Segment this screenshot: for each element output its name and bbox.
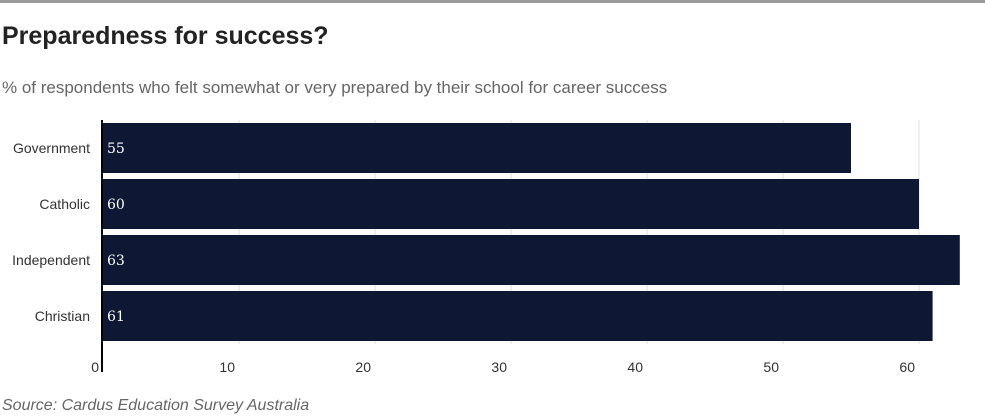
bar-christian [103,291,933,341]
category-label: Government [13,140,90,156]
x-tick-label: 60 [899,359,915,375]
bar-government [103,123,851,173]
x-tick-label: 0 [91,359,99,375]
top-rule [0,0,985,3]
x-tick-label: 50 [763,359,779,375]
category-label: Independent [12,252,90,268]
bar-value-label: 63 [107,253,125,269]
chart-subtitle: % of respondents who felt somewhat or ve… [2,78,668,97]
x-tick-label: 10 [219,359,235,375]
bar-value-label: 60 [107,197,125,213]
category-label: Catholic [39,196,90,212]
category-labels: Government Catholic Independent Christian [12,140,90,324]
bar-independent [103,235,960,285]
x-axis-ticks: 0 10 20 30 40 50 60 [91,359,915,375]
x-tick-label: 30 [491,359,507,375]
bar-catholic [103,179,919,229]
x-tick-label: 20 [355,359,371,375]
bar-value-label: 61 [107,309,125,325]
source-note: Source: Cardus Education Survey Australi… [2,397,310,414]
bar-value-label: 55 [107,141,125,157]
chart-title: Preparedness for success? [2,22,329,50]
category-label: Christian [35,308,90,324]
bar-chart: 55 60 63 61 Government Catholic Independent Ch… [12,120,960,375]
bars: 55 60 63 61 [103,123,960,341]
x-tick-label: 40 [627,359,643,375]
